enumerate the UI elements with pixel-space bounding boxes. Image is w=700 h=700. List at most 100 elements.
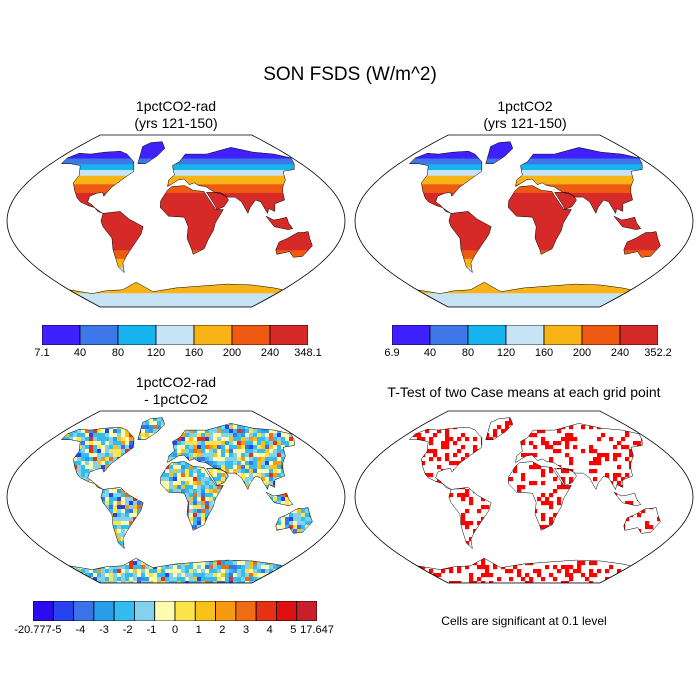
- coastline-greenland: [137, 417, 166, 440]
- coastline-eurasia: [515, 147, 643, 215]
- coastline-greenland: [137, 141, 166, 164]
- coastline-africa: [160, 185, 224, 255]
- coastline-northAmerica: [60, 426, 135, 490]
- colorbar-tick-label: 40: [424, 347, 436, 359]
- colorbar-tick-label: 4: [267, 624, 273, 636]
- significance-note: Cells are significant at 0.1 level: [353, 614, 695, 628]
- significant-cells-southAmerica: [448, 487, 492, 546]
- colorbar-tick-label: -1: [146, 624, 156, 636]
- colorbar-swatch: [134, 601, 156, 621]
- colorbar-swatch: [73, 601, 95, 621]
- colorbar-3: [33, 601, 317, 621]
- globe-outline: [354, 410, 694, 584]
- coastline-arabia: [206, 192, 229, 210]
- coastline-africa: [508, 185, 572, 255]
- colorbar-tick-label: 200: [223, 347, 241, 359]
- colorbar-swatch: [194, 601, 216, 621]
- diff-land-northAmerica: [61, 427, 134, 490]
- coastline-africa: [160, 461, 224, 531]
- diff-land-eurasia: [167, 423, 295, 490]
- colorbar-tick-label: 160: [185, 347, 203, 359]
- coastline-southAmerica: [448, 211, 492, 274]
- colorbar-2-labels: 6.9 40 80 120 160 200 240 352.2: [384, 347, 671, 363]
- coastline-africa: [508, 461, 572, 531]
- coastline-indonesia: [613, 491, 642, 506]
- colorbar-swatch: [543, 325, 583, 345]
- colorbar-tick-label: -3: [99, 624, 109, 636]
- colorbar-tick-label: 3: [243, 624, 249, 636]
- colorbar-tick-label: -5: [52, 624, 62, 636]
- colorbar-tick-label: -2: [123, 624, 133, 636]
- colorbar-swatch: [113, 601, 135, 621]
- colorbar-tick-label: 5: [290, 624, 296, 636]
- coastline-northAmerica: [60, 150, 135, 214]
- colorbar-swatch: [155, 325, 195, 345]
- colorbar-1: [42, 325, 308, 345]
- colorbar-swatch: [79, 325, 119, 345]
- panel-1-title-line2: (yrs 121-150): [26, 115, 326, 132]
- map-panel-2: [354, 134, 694, 308]
- colorbar-swatch: [296, 601, 317, 621]
- panel-1-title-line1: 1pctCO2-rad: [26, 98, 326, 115]
- colorbar-tick-label: -20.777: [14, 624, 51, 636]
- colorbar-tick-label: 240: [611, 347, 629, 359]
- colorbar-1-labels: 7.1 40 80 120 160 200 240 348.1: [34, 347, 321, 363]
- diff-land-indonesia: [266, 492, 293, 506]
- colorbar-swatch: [619, 325, 658, 345]
- map-panel-3-diff: [6, 410, 346, 584]
- diff-land-australia: [275, 507, 313, 534]
- colorbar-swatch: [505, 325, 545, 345]
- colorbar-swatch: [117, 325, 157, 345]
- coastline-northAmerica: [408, 150, 483, 214]
- diff-land-greenland: [137, 417, 165, 440]
- colorbar-tick-label: 80: [462, 347, 474, 359]
- coastline-arabia: [554, 192, 577, 210]
- colorbar-swatch: [235, 601, 257, 621]
- diff-land-antarctica: [69, 558, 283, 583]
- significant-cells-greenland: [485, 417, 513, 440]
- colorbar-tick-label: 40: [74, 347, 86, 359]
- colorbar-2: [392, 325, 658, 345]
- significant-cells-antarctica: [417, 558, 631, 583]
- coastline-australia: [623, 507, 661, 534]
- coastline-arabia: [554, 468, 577, 486]
- coastline-southAmerica: [100, 211, 144, 274]
- significant-cells-eurasia: [515, 423, 643, 490]
- colorbar-tick-label: 240: [261, 347, 279, 359]
- significant-cells-arabia: [554, 468, 577, 486]
- colorbar-swatch: [392, 325, 431, 345]
- colorbar-swatch: [52, 601, 74, 621]
- colorbar-tick-label: 17.647: [300, 624, 334, 636]
- coastline-australia: [275, 507, 313, 534]
- land-arabia: [206, 192, 229, 210]
- significant-cells-australia: [623, 507, 661, 534]
- diff-land-arabia: [206, 468, 229, 486]
- colorbar-swatch: [193, 325, 233, 345]
- colorbar-3-labels: -20.777 -5 -4 -3 -2 -1 0 1 2 3 4 5 17.647: [14, 624, 333, 640]
- significant-cells-indonesia: [614, 492, 641, 506]
- colorbar-swatch: [467, 325, 507, 345]
- coastline-greenland: [485, 417, 514, 440]
- coastline-greenland: [485, 141, 514, 164]
- land-southAmerica: [100, 211, 144, 273]
- colorbar-swatch: [93, 601, 115, 621]
- globe-outline: [6, 410, 346, 584]
- colorbar-tick-label: 120: [497, 347, 515, 359]
- land-southAmerica: [448, 211, 492, 273]
- colorbar-tick-label: 1: [196, 624, 202, 636]
- coastline-australia: [275, 231, 313, 258]
- diff-land-southAmerica: [100, 487, 144, 549]
- colorbar-tick-label: 120: [147, 347, 165, 359]
- panel-2-title-line2: (yrs 121-150): [375, 115, 675, 132]
- globe-outline: [6, 134, 346, 308]
- land-arabia: [554, 192, 577, 210]
- diff-land-africa: [160, 461, 224, 531]
- globe-outline: [354, 134, 694, 308]
- panel-3-title-line1: 1pctCO2-rad: [26, 374, 326, 391]
- coastline-northAmerica: [408, 426, 483, 490]
- figure-title: SON FSDS (W/m^2): [0, 64, 700, 86]
- panel-1-title: 1pctCO2-rad (yrs 121-150): [26, 98, 326, 132]
- coastline-indonesia: [613, 215, 642, 230]
- colorbar-tick-label: 352.2: [644, 347, 672, 359]
- coastline-arabia: [206, 468, 229, 486]
